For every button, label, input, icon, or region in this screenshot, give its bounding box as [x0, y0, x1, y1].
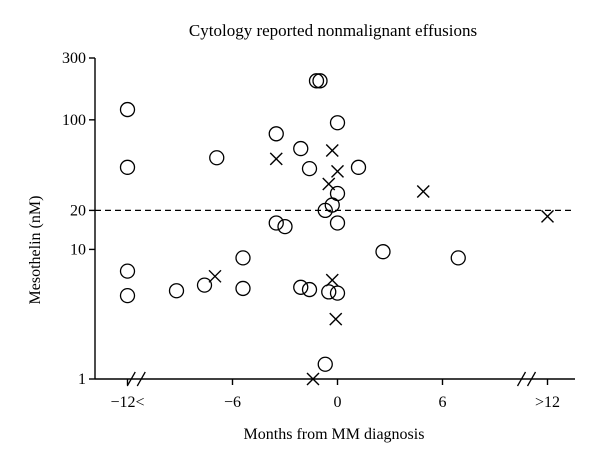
- x-marker-stroke: [322, 177, 336, 191]
- data-point-x: [329, 312, 343, 326]
- y-tick-label: 20: [70, 202, 86, 219]
- data-point-circle: [450, 250, 466, 266]
- x-tick-label: −12<: [110, 394, 144, 411]
- data-point-circle: [168, 283, 185, 299]
- data-point-circle: [312, 73, 328, 89]
- axis-break: [136, 371, 146, 387]
- data-point-circle: [277, 218, 293, 235]
- data-point-circle: [235, 280, 251, 297]
- x-marker-stroke: [329, 312, 343, 326]
- x-marker-stroke: [269, 152, 283, 166]
- y-tick-label: 1: [78, 371, 86, 388]
- x-tick-label: >12: [535, 394, 560, 411]
- chart-title: Cytology reported nonmalignant effusions: [189, 21, 477, 40]
- axes: 1 10 20 100 300 −12< −6 0 6 >12: [62, 50, 575, 411]
- axis-break: [526, 371, 537, 387]
- data-point-circle: [321, 284, 337, 300]
- x-tick-label: 6: [439, 394, 447, 411]
- data-point-circle: [329, 115, 346, 131]
- data-point-circle: [293, 279, 309, 295]
- x-tick-label: 0: [334, 394, 342, 411]
- x-axis-label: Months from MM diagnosis: [244, 426, 425, 443]
- data-point-circle: [209, 150, 225, 166]
- data-point-circle: [268, 126, 284, 142]
- x-marker-stroke: [306, 372, 320, 386]
- data-point-circle: [329, 285, 346, 301]
- data-point-x: [325, 273, 339, 287]
- data-point-x: [541, 209, 554, 223]
- x-marker-stroke: [325, 143, 339, 157]
- data-point-x: [331, 164, 344, 178]
- data-point-circle: [375, 244, 391, 260]
- data-point-circle: [119, 263, 136, 279]
- y-axis-label: Mesothelin (nM): [27, 196, 44, 305]
- x-marker-stroke: [416, 184, 430, 198]
- data-point-x: [306, 372, 320, 386]
- data-point-circle: [235, 250, 251, 266]
- data-point-circle: [293, 140, 309, 157]
- data-point-circle: [119, 159, 136, 175]
- data-point-circle: [350, 159, 367, 175]
- data-point-circle: [119, 287, 136, 304]
- data-point-circle: [308, 73, 325, 89]
- x-marker-stroke: [325, 273, 339, 287]
- y-tick-label: 100: [62, 112, 86, 129]
- x-tick-label: −6: [224, 394, 241, 411]
- data-point-circle: [329, 215, 346, 231]
- data-point-circle: [317, 356, 333, 372]
- data-point-x: [416, 184, 430, 198]
- data-point-circle: [301, 281, 318, 298]
- data-point-circle: [119, 101, 136, 118]
- data-point-x: [208, 269, 222, 283]
- y-tick-label: 10: [70, 241, 86, 258]
- x-marker-stroke: [331, 164, 344, 178]
- data-point-x: [269, 152, 283, 166]
- axis-break: [516, 371, 527, 387]
- x-marker-stroke: [208, 269, 222, 283]
- axis-break: [126, 371, 136, 387]
- data-point-x: [322, 177, 336, 191]
- data-point-circle: [196, 277, 213, 293]
- y-tick-label: 300: [62, 50, 86, 67]
- data-points: [119, 73, 554, 386]
- data-point-circle: [301, 160, 318, 177]
- data-point-circle: [268, 215, 284, 231]
- data-point-circle: [329, 185, 346, 202]
- x-marker-stroke: [541, 209, 554, 223]
- data-point-x: [325, 143, 339, 157]
